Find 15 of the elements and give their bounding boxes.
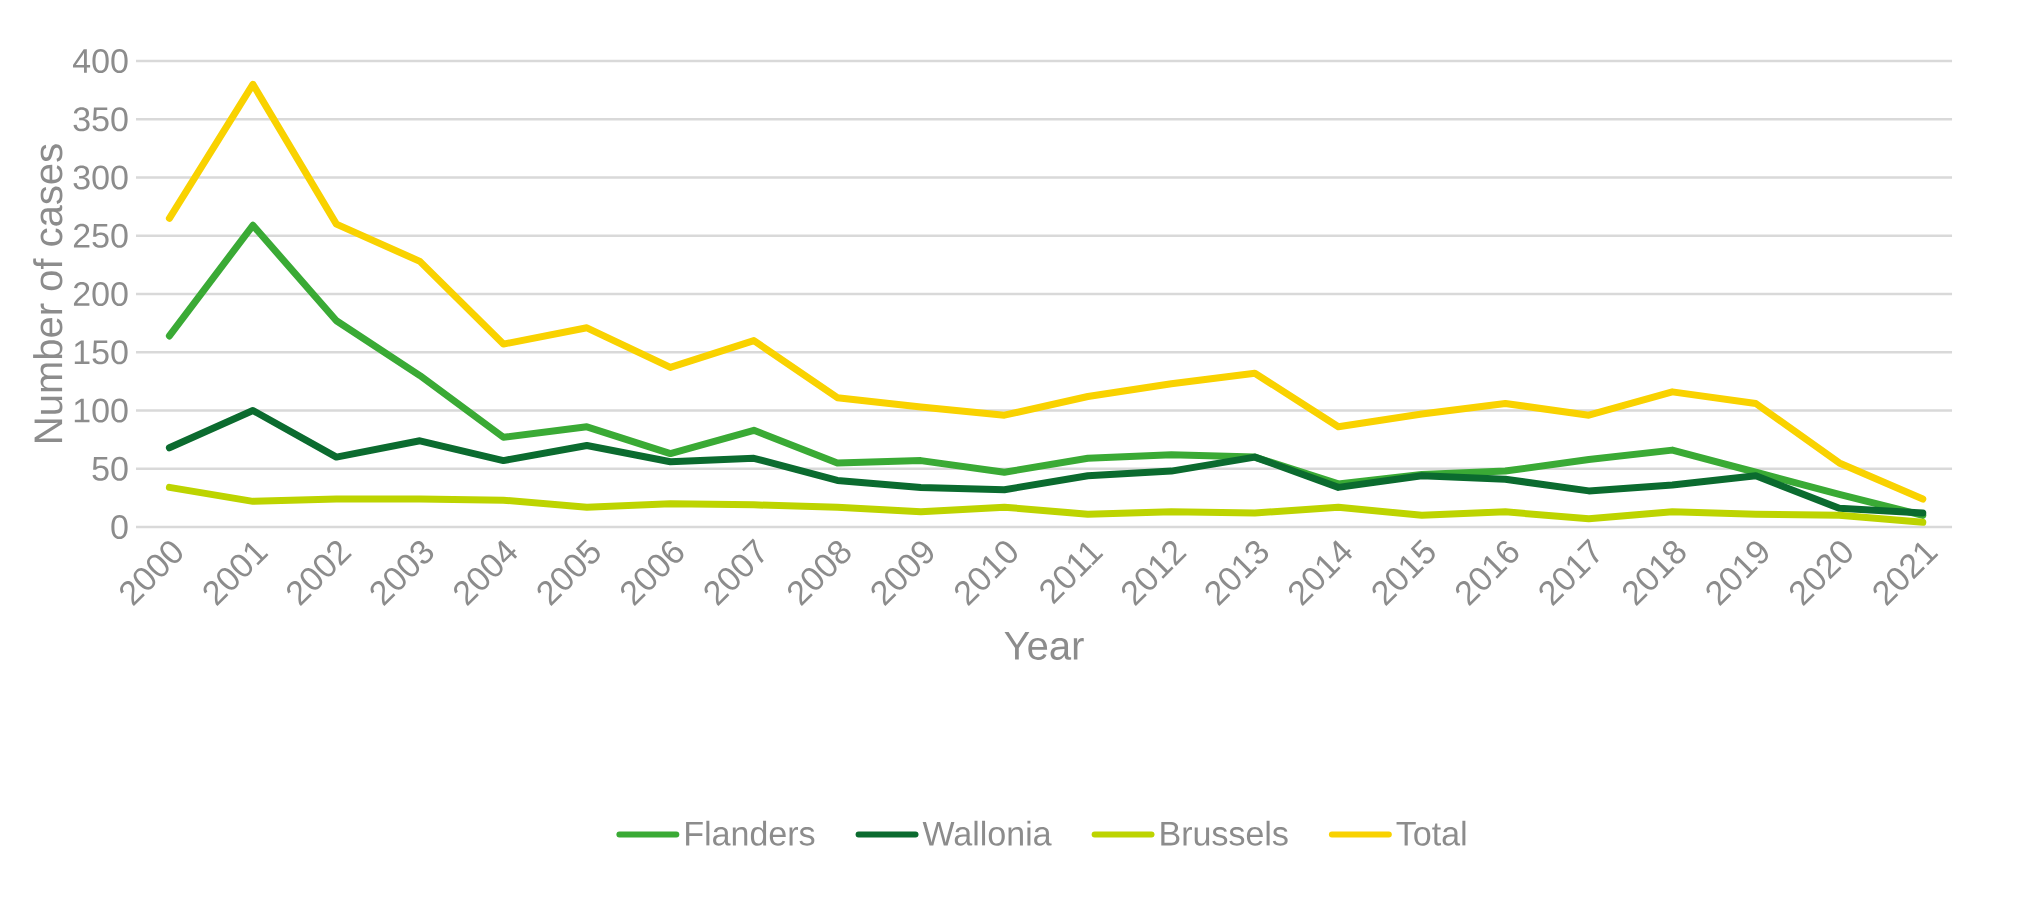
y-tick-label: 250	[73, 223, 128, 248]
y-tick-label: 150	[74, 340, 128, 365]
y-tick-label: 400	[73, 48, 128, 74]
y-tick-label: 300	[73, 165, 128, 190]
y-tick-label: 50	[92, 456, 128, 481]
legend-label: Wallonia	[922, 820, 1052, 846]
y-axis-title: Number of cases	[33, 144, 63, 442]
y-tick-label: 350	[73, 107, 128, 132]
legend-label: Flanders	[686, 820, 815, 846]
legend-label: Total	[1396, 820, 1466, 846]
y-tick-label: 100	[74, 398, 128, 423]
y-tick-label: 0	[111, 514, 128, 540]
y-tick-label: 200	[73, 281, 128, 307]
x-axis-title: Year	[1004, 632, 1084, 660]
legend-label: Brussels	[1161, 820, 1288, 846]
